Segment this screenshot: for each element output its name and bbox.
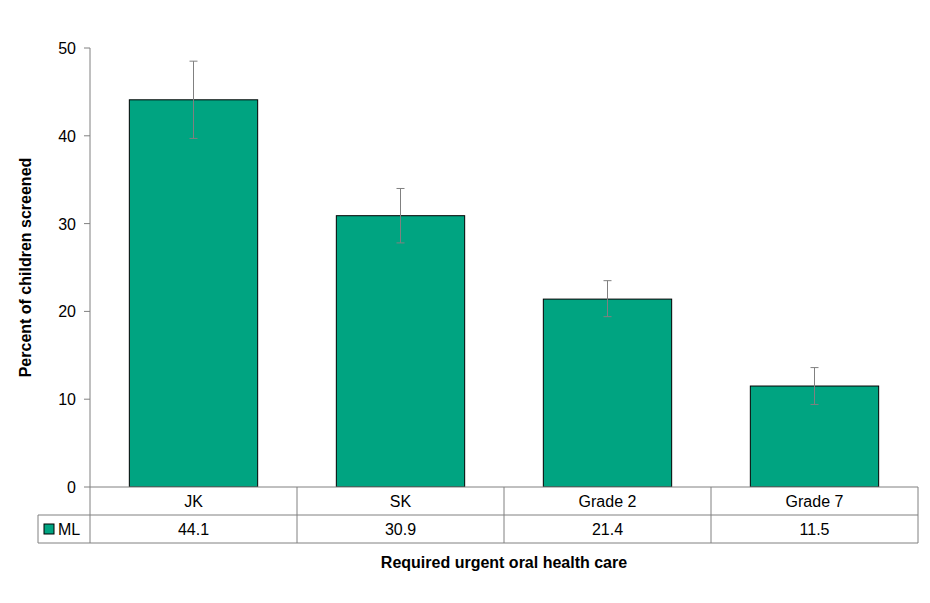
table-line	[38, 543, 918, 544]
error-bar-stem	[400, 188, 401, 242]
table-line	[38, 515, 918, 516]
y-axis-label: Percent of children screened	[17, 158, 34, 378]
error-bar	[190, 61, 198, 138]
error-bar-cap	[811, 367, 819, 368]
table-line	[297, 487, 298, 543]
y-tick-label: 10	[58, 391, 76, 408]
table-line	[38, 515, 39, 543]
y-axis-line	[90, 48, 91, 487]
x-tick-label: JK	[184, 493, 203, 510]
y-tick	[84, 48, 90, 49]
error-bar	[811, 368, 819, 405]
y-tick	[84, 399, 90, 400]
table-line	[90, 487, 91, 543]
error-bar	[397, 188, 405, 242]
chart-svg: 0 10 20 30 40 50 Percent of children screened J…	[0, 0, 930, 603]
error-bar-cap	[190, 138, 198, 139]
x-tick-label: Grade 2	[579, 493, 637, 510]
y-tick-label: 30	[58, 216, 76, 233]
x-tick-label: SK	[390, 493, 412, 510]
y-tick	[84, 487, 90, 488]
x-axis-label: Required urgent oral health care	[381, 554, 627, 571]
error-bar-cap	[397, 242, 405, 243]
table-line	[504, 487, 505, 543]
error-bar-cap	[397, 188, 405, 189]
table-value: 21.4	[592, 521, 623, 538]
error-bar-cap	[604, 280, 612, 281]
error-bar-stem	[607, 281, 608, 317]
error-bar	[604, 281, 612, 317]
y-tick-label: 20	[58, 303, 76, 320]
table-value: 44.1	[178, 521, 209, 538]
error-bar-cap	[604, 316, 612, 317]
error-bar-stem	[193, 61, 194, 138]
table-line	[711, 487, 712, 543]
table-line	[918, 487, 919, 543]
error-bar-cap	[811, 404, 819, 405]
bars	[129, 61, 878, 487]
table-value: 11.5	[800, 521, 830, 538]
y-tick	[84, 135, 90, 136]
y-tick-label: 40	[58, 128, 76, 145]
bar	[129, 100, 257, 487]
bar	[543, 299, 671, 487]
y-tick-label: 0	[67, 479, 76, 496]
error-bar-cap	[190, 61, 198, 62]
legend-swatch	[44, 524, 54, 534]
legend-label: ML	[58, 521, 80, 538]
table-value: 30.9	[385, 521, 416, 538]
error-bar-stem	[814, 368, 815, 405]
y-tick	[84, 223, 90, 224]
y-tick	[84, 311, 90, 312]
bar	[336, 216, 464, 487]
x-tick-label: Grade 7	[786, 493, 844, 510]
y-tick-label: 50	[58, 40, 76, 57]
chart-container: 0 10 20 30 40 50 Percent of children screened J…	[0, 0, 930, 603]
